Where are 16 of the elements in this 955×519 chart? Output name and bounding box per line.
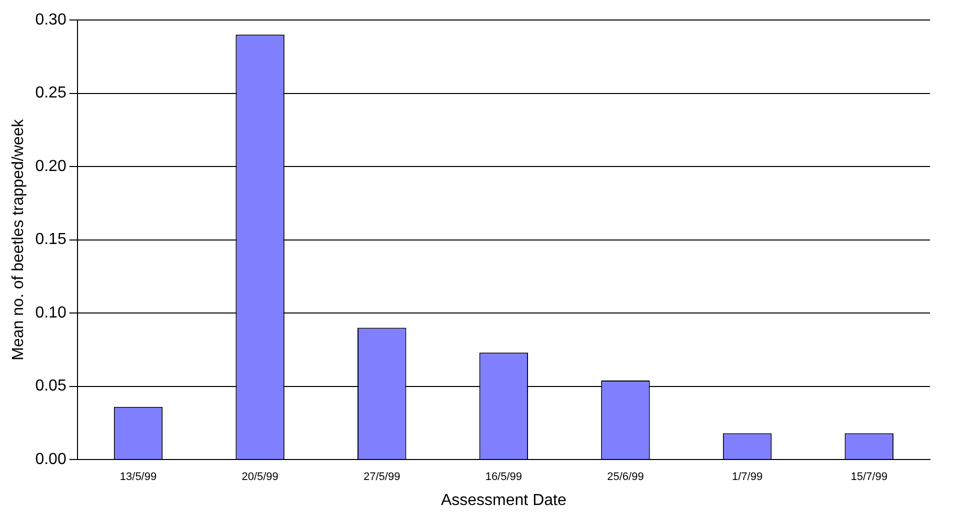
y-tick-label: 0.00 [35, 451, 66, 468]
y-tick-label: 0.10 [35, 304, 66, 322]
x-tick-label: 1/7/99 [732, 471, 763, 484]
x-axis-title: Assessment Date [440, 492, 566, 509]
y-tick-label: 0.20 [35, 158, 66, 175]
x-tick-label: 13/5/99 [120, 471, 157, 484]
x-tick-label: 25/6/99 [607, 471, 644, 484]
x-tick-label: 16/5/99 [485, 471, 522, 484]
y-tick-label: 0.05 [35, 378, 66, 395]
x-tick-label: 15/7/99 [850, 471, 888, 484]
y-tick-label: 0.25 [35, 84, 66, 102]
y-tick-label: 0.30 [35, 11, 66, 28]
x-tick-label: 20/5/99 [242, 471, 278, 484]
y-tick-label: 0.15 [35, 231, 66, 248]
x-tick-label: 27/5/99 [364, 471, 400, 484]
y-axis-title: Mean no. of beetles trapped/week [10, 118, 28, 360]
